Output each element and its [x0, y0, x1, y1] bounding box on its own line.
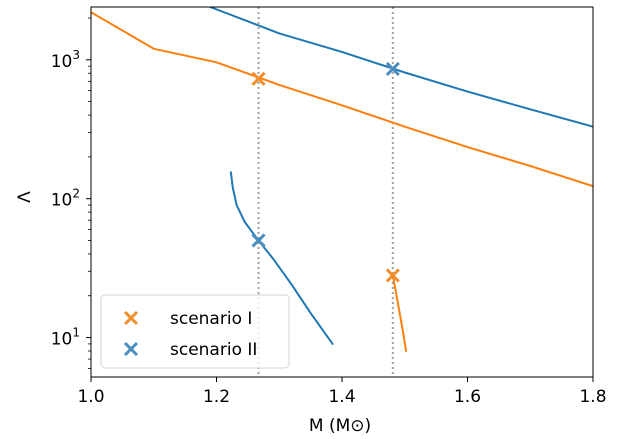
x-tick-label: 1.0 [77, 387, 104, 407]
scenario-marker [251, 71, 266, 86]
y-tick-label: 101 [51, 326, 80, 350]
y-tick-label: 102 [51, 187, 80, 211]
legend: scenario I scenario II [100, 294, 290, 369]
series-line [391, 274, 407, 352]
scenario-marker [385, 268, 400, 283]
x-tick-label: 1.2 [203, 387, 230, 407]
y-tick-label: 103 [51, 48, 80, 72]
x-axis-ticks: 1.0 1.2 1.4 1.6 1.8 [77, 377, 607, 407]
scenario-markers [251, 61, 400, 283]
legend-marker [123, 341, 139, 357]
legend-x-marker [123, 341, 139, 357]
series-line [91, 11, 593, 188]
legend-label: scenario I [170, 309, 252, 329]
legend-marker [123, 310, 139, 326]
x-tick-label: 1.8 [579, 387, 606, 407]
series-line [209, 7, 593, 128]
x-axis-label: M (M⊙) [309, 416, 371, 436]
legend-entry-scenario-2: scenario II [123, 340, 257, 360]
legend-box [100, 294, 290, 369]
y-axis-ticks: 101 102 103 [51, 17, 91, 369]
scenario-marker [251, 233, 266, 248]
legend-entry-scenario-1: scenario I [123, 309, 252, 329]
x-tick-label: 1.6 [454, 387, 481, 407]
legend-label: scenario II [170, 340, 257, 360]
legend-x-marker [123, 310, 139, 326]
y-axis-label: Λ [15, 191, 35, 203]
x-tick-label: 1.4 [328, 387, 355, 407]
scenario-marker [385, 61, 400, 76]
